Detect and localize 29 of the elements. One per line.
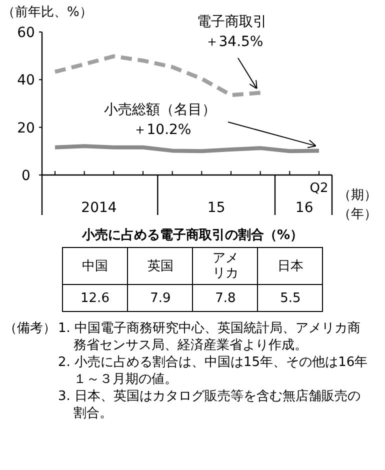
- annotation: ＋10.2%: [132, 122, 192, 138]
- category-label: 日本: [258, 248, 323, 284]
- y-tick-label: 20: [17, 120, 35, 136]
- x-tick-label: Q2: [310, 181, 328, 196]
- text: 2014: [81, 200, 117, 216]
- text: 15: [207, 200, 226, 216]
- x-axis-title: （期）: [338, 188, 377, 203]
- data-label: 7.9: [128, 284, 193, 312]
- text: 1. 中国電子商務研究中心、英国統計局、アメリカ商務省センサス局、経済産業省より作成。: [58, 320, 362, 354]
- annotation: 小売総額（名目）: [104, 102, 216, 118]
- data-label: 5.5: [258, 284, 323, 312]
- data-label: 7.8: [192, 284, 258, 312]
- line-series: [53, 54, 262, 98]
- text: 小売に占める電子商取引の割合（%）: [80, 226, 304, 244]
- text: 2. 小売に占める割合は、中国は15年、その他は16年１～３月期の値。: [58, 354, 369, 388]
- category-label: 中国: [62, 248, 128, 284]
- text: 電子商取引: [197, 14, 267, 30]
- y-axis-title: （前年比、%）: [2, 5, 92, 20]
- data-label: 12.6: [62, 284, 128, 312]
- text: （年）: [338, 207, 377, 222]
- text: 16: [295, 200, 314, 216]
- y-tick-label: 0: [22, 168, 30, 184]
- annotation: ＋34.5%: [204, 34, 264, 50]
- y-tick-label: 40: [17, 72, 35, 89]
- text: （備考）: [4, 320, 57, 338]
- category-label: 英国: [128, 248, 193, 284]
- category-label: アメリカ: [192, 248, 258, 284]
- text: 3. 日本、英国はカタログ販売等を含む無店舗販売の割合。: [58, 388, 362, 422]
- y-tick-label: 60: [17, 25, 35, 41]
